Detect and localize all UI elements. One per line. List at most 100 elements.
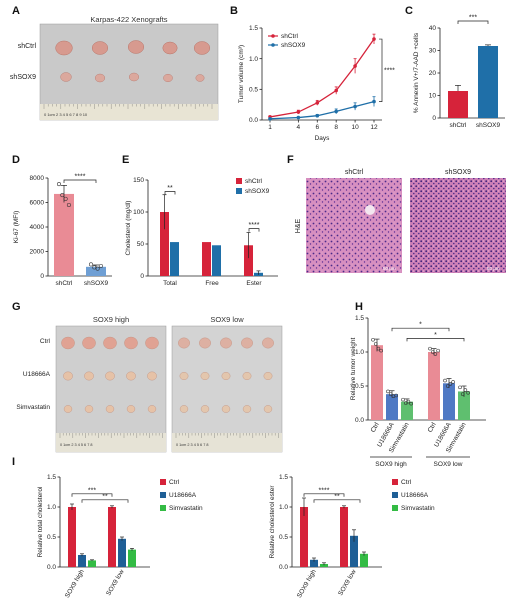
- data-point: [403, 401, 408, 405]
- x-tick-label: Ester: [246, 280, 262, 287]
- legend-label: shSOX9: [281, 42, 306, 49]
- bar-simvastatin: [88, 560, 96, 567]
- data-point: [296, 110, 301, 114]
- y-tick-label: 1.0: [279, 504, 288, 511]
- y-axis-label: % Annexin V+/7-AAD +cells: [413, 32, 420, 113]
- tumor-sox9-high: [124, 336, 138, 350]
- tumor-sox9-low: [220, 337, 232, 349]
- photo-g-title-high: SOX9 high: [93, 315, 129, 324]
- y-tick-label: 50: [137, 241, 145, 248]
- y-axis-label: Tumor volume (cm³): [238, 45, 245, 103]
- panel-letter-g: G: [12, 301, 21, 313]
- data-point: [458, 385, 462, 390]
- photo-a-title: Karpas-422 Xenografts: [90, 15, 167, 24]
- photo-g-row-simvastatin: Simvastatin: [16, 404, 50, 411]
- photo-g-ruler-right: 0 1cm 2 3 4 5 6 7 8: [176, 443, 209, 447]
- chart-c-annexin: 0 10 20 30 40 % Annexin V+/7-AAD +cells shCtrl…: [413, 15, 505, 129]
- y-tick-label: 0: [40, 273, 44, 280]
- data-point: [296, 115, 301, 120]
- legend-label-u18666a: U18666A: [401, 492, 429, 499]
- photo-g-title-low: SOX9 low: [210, 315, 244, 324]
- bar: [371, 345, 383, 420]
- tumor-sox9-high: [145, 336, 159, 350]
- x-tick-label: 8: [334, 124, 338, 131]
- x-tick-label: 12: [370, 124, 378, 131]
- bar-shsox9: [170, 242, 179, 276]
- bar: [428, 352, 440, 420]
- legend-marker: [271, 43, 275, 47]
- data-point: [430, 350, 435, 354]
- y-axis-label: Ki-67 (MFI): [13, 211, 20, 244]
- tumor-shctrl: [193, 41, 211, 55]
- x-tick-label: shSOX9: [84, 280, 109, 287]
- data-point: [98, 263, 103, 268]
- significance-bracket: [379, 38, 383, 102]
- y-tick-label: 1.5: [47, 474, 56, 481]
- data-point: [409, 401, 413, 406]
- tumor-sox9-low: [241, 337, 253, 349]
- bar-u18666a: [310, 559, 318, 567]
- tumor-sox9-high: [126, 405, 136, 413]
- tumor-shctrl: [127, 40, 145, 54]
- data-point: [60, 193, 65, 198]
- significance-bracket: [81, 499, 129, 503]
- bar: [443, 383, 455, 420]
- data-point: [92, 265, 97, 270]
- tumor-sox9-high: [63, 405, 73, 413]
- data-point: [353, 64, 357, 68]
- he-stain-panel: shCtrl shSOX9 H&E 50 μm 50 μm: [295, 169, 506, 273]
- tumor-shsox9: [128, 72, 140, 82]
- bar: [458, 391, 470, 420]
- data-point: [463, 388, 468, 392]
- x-tick-label: shCtrl: [450, 122, 468, 129]
- y-tick-label: 30: [429, 48, 437, 55]
- y-tick-label: 0.5: [279, 534, 288, 541]
- tumor-sox9-high: [84, 371, 94, 381]
- photo-g-row-u18666a: U18666A: [23, 371, 51, 378]
- x-tick-label: Ctrl: [370, 421, 381, 434]
- legend-swatch: [160, 492, 166, 498]
- bar: [401, 401, 413, 420]
- tumor-sox9-high: [84, 405, 94, 413]
- bar-shctrl: [448, 91, 468, 118]
- data-point: [372, 99, 376, 104]
- data-point: [334, 88, 338, 93]
- legend-swatch: [160, 505, 166, 511]
- y-tick-label: 0: [140, 273, 144, 280]
- photo-g-row-ctrl: Ctrl: [40, 338, 51, 345]
- he-scale-right: 50 μm: [487, 266, 500, 271]
- x-tick-label: SOX9 high: [64, 568, 86, 599]
- y-tick-label: 0.5: [355, 383, 364, 390]
- bar-u18666a: [350, 535, 358, 567]
- significance-label: ****: [384, 67, 395, 74]
- y-tick-label: 0.0: [355, 417, 364, 424]
- legend-label-simvastatin: Simvastatin: [401, 505, 435, 512]
- data-point: [433, 352, 438, 356]
- he-side-label: H&E: [295, 218, 302, 233]
- tumor-sox9-low: [200, 405, 210, 413]
- data-point: [460, 392, 465, 396]
- legend-swatch: [236, 178, 242, 184]
- significance-label: **: [334, 493, 340, 500]
- photo-a-ruler-label: 0 1cm 2 3 4 5 6 7 8 9 10: [44, 112, 88, 117]
- y-tick-label: 10: [429, 93, 437, 100]
- data-point: [394, 393, 398, 398]
- bar-simvastatin: [320, 564, 328, 567]
- data-point: [443, 378, 447, 383]
- chart-e-cholesterol: 0 50 100 150 Cholesterol (mg/dl) Total Free Est…: [125, 177, 278, 287]
- legend-label-shctrl: shCtrl: [245, 178, 263, 185]
- significance-bracket: [313, 499, 361, 503]
- data-point: [436, 348, 440, 353]
- significance-bracket: [457, 20, 489, 24]
- legend-swatch: [236, 188, 242, 194]
- y-tick-label: 0.5: [47, 534, 56, 541]
- legend-swatch: [160, 479, 166, 485]
- legend-label-u18666a: U18666A: [169, 492, 197, 499]
- data-point: [376, 346, 381, 351]
- tumor-sox9-low: [199, 337, 211, 349]
- panel-letter-h: H: [355, 301, 363, 313]
- legend-label-ctrl: Ctrl: [401, 479, 412, 486]
- chart-d-ki67: 0 2000 4000 6000 8000 Ki-67 (MFI) shCtrl shSOX9…: [13, 174, 112, 287]
